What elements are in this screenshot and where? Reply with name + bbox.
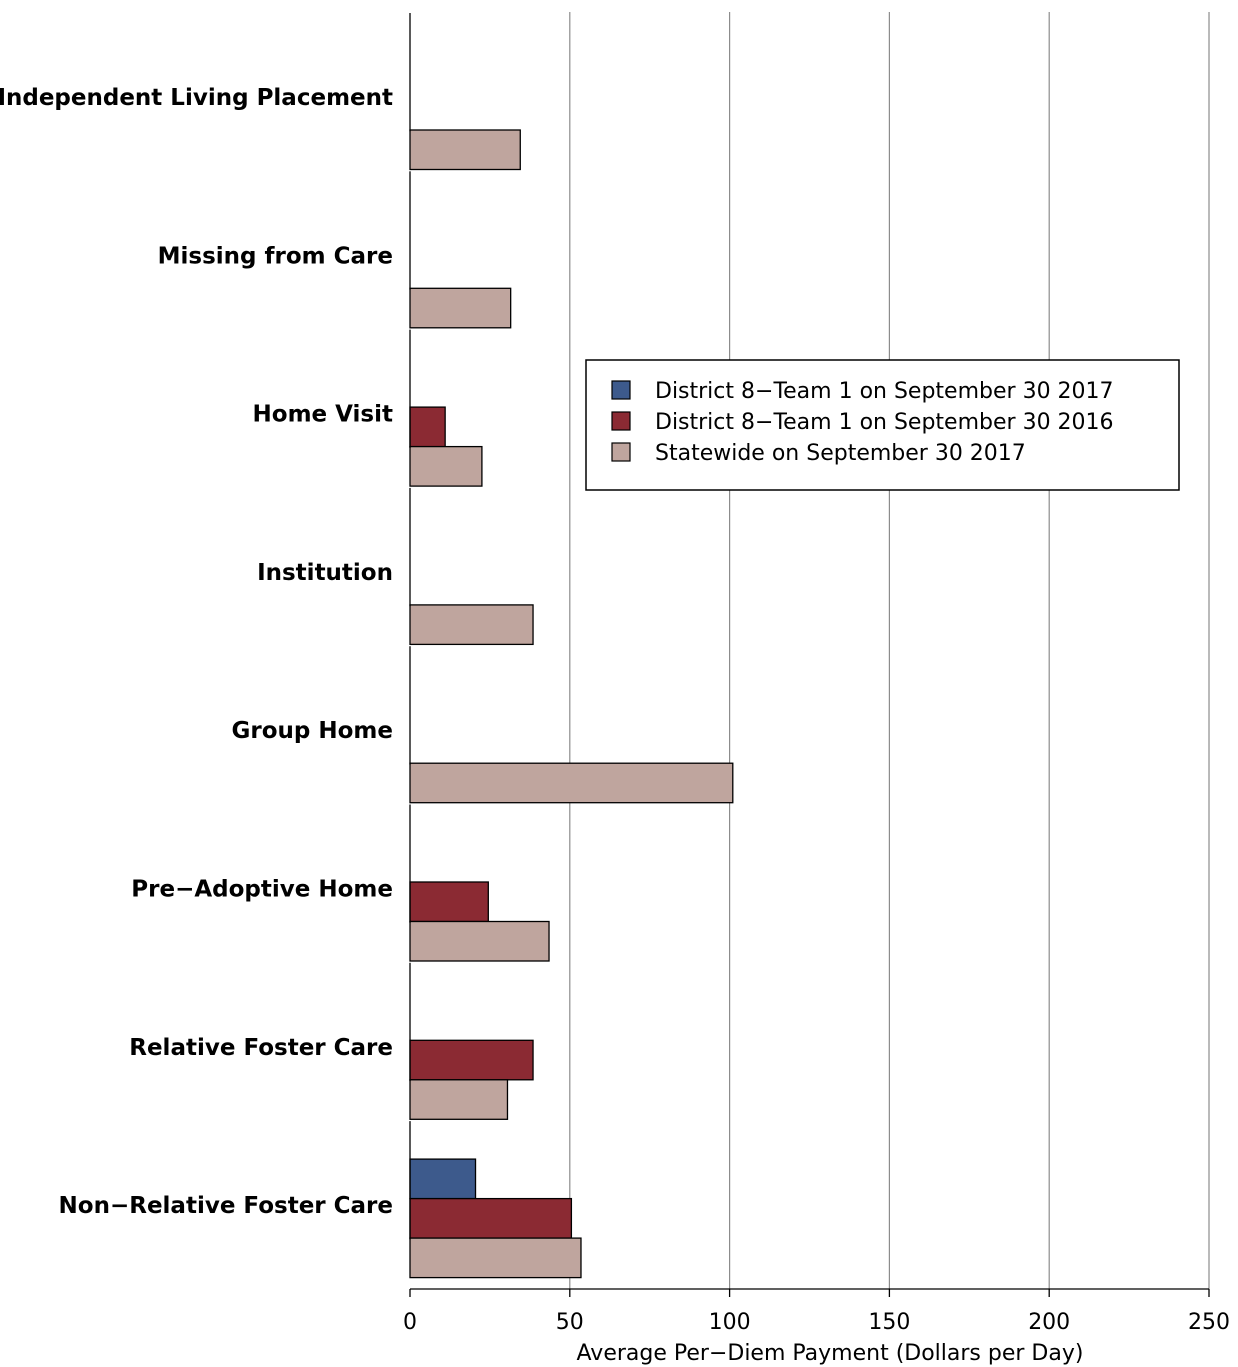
legend: District 8−Team 1 on September 30 2017 Di… <box>585 359 1180 491</box>
bar <box>409 1197 573 1239</box>
bar <box>409 1237 582 1279</box>
bar <box>409 604 534 646</box>
gridlines <box>569 12 1210 1289</box>
category-label: Missing from Care <box>158 243 393 269</box>
legend-entry: District 8−Team 1 on September 30 2017 <box>655 379 1114 404</box>
bar <box>409 445 483 487</box>
legend-swatch <box>611 442 631 462</box>
x-tick-label: 50 <box>556 1310 584 1335</box>
category-labels: Independent Living Placement Missing from… <box>0 85 393 1219</box>
legend-entry: District 8−Team 1 on September 30 2016 <box>655 410 1114 435</box>
x-tick-label: 0 <box>403 1310 417 1335</box>
axes <box>409 13 1210 1297</box>
bar <box>409 406 446 448</box>
bar <box>409 1079 509 1120</box>
bar <box>409 1039 534 1081</box>
bar <box>409 287 512 329</box>
legend-swatch <box>611 411 631 431</box>
legend-box <box>585 359 1180 491</box>
legend-swatch <box>611 380 631 400</box>
x-tick-label: 200 <box>1028 1310 1070 1335</box>
x-tick-labels: 0 50 100 150 200 250 <box>403 1310 1230 1335</box>
category-label: Relative Foster Care <box>129 1035 393 1061</box>
category-label: Home Visit <box>253 402 393 428</box>
category-label: Group Home <box>232 718 393 744</box>
category-label: Pre−Adoptive Home <box>131 877 393 903</box>
x-tick-label: 250 <box>1188 1310 1230 1335</box>
bar <box>409 1158 477 1200</box>
category-label: Independent Living Placement <box>0 85 393 111</box>
category-label: Non−Relative Foster Care <box>59 1193 393 1219</box>
bar <box>409 920 550 962</box>
x-axis-title: Average Per−Diem Payment (Dollars per Da… <box>577 1341 1084 1366</box>
bar <box>409 881 489 923</box>
x-tick-label: 150 <box>868 1310 910 1335</box>
bar <box>409 762 734 804</box>
category-label: Institution <box>257 560 393 586</box>
bar-marks <box>409 129 734 1279</box>
x-tick-label: 100 <box>709 1310 751 1335</box>
bar <box>409 129 521 171</box>
legend-entry: Statewide on September 30 2017 <box>655 441 1026 466</box>
